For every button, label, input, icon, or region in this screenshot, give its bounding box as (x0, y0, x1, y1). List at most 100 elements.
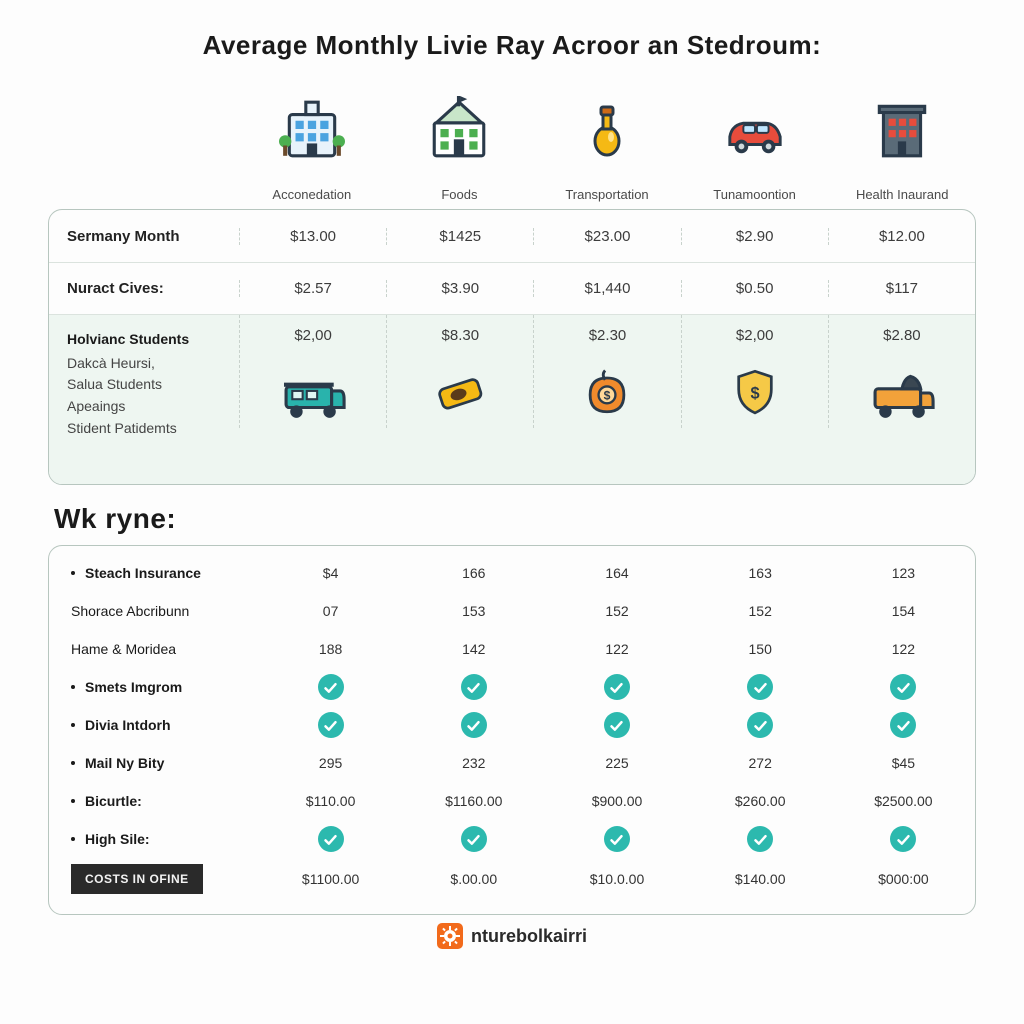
cell: 142 (402, 641, 545, 657)
cell: $3.90 (386, 280, 533, 297)
cell: 163 (689, 565, 832, 581)
check-icon (318, 826, 344, 852)
cell (832, 712, 975, 738)
shield-dollar-icon (726, 358, 784, 428)
cell (259, 826, 402, 852)
cell (689, 712, 832, 738)
cell (545, 712, 688, 738)
table-row: Mail Ny Bity295232225272$45 (49, 744, 975, 782)
band-label: Dakcà Heursi, (67, 353, 231, 375)
cell: $2.57 (239, 280, 386, 297)
cell: 154 (832, 603, 975, 619)
section-title: Wk ryne: (54, 503, 976, 535)
cell (832, 826, 975, 852)
cell: 123 (832, 565, 975, 581)
row-label: Shorace Abcribunn (49, 603, 259, 619)
cell: $140.00 (689, 871, 832, 887)
cell: 295 (259, 755, 402, 771)
check-icon (604, 826, 630, 852)
cell: $12.00 (828, 228, 975, 245)
cell: 07 (259, 603, 402, 619)
row-label: High Sile: (49, 831, 259, 847)
col-header: Tunamoontion (681, 187, 829, 202)
cell: 225 (545, 755, 688, 771)
band-label: Stident Patidemts (67, 418, 231, 440)
cell: $13.00 (239, 228, 386, 245)
check-icon (890, 674, 916, 700)
cell (259, 674, 402, 700)
table-row: Divia Intdorh (49, 706, 975, 744)
cell (545, 674, 688, 700)
cell: $2,00 (294, 327, 332, 344)
row-label: Mail Ny Bity (49, 755, 259, 771)
cell: $117 (828, 280, 975, 297)
costs-button[interactable]: COSTS IN OFINE (71, 864, 203, 894)
band-labels: Holvianc Students Dakcà Heursi, Salua St… (49, 315, 239, 453)
row-label: Smets Imgrom (49, 679, 259, 695)
row-label: Divia Intdorh (49, 717, 259, 733)
cell: 272 (689, 755, 832, 771)
cell: $1160.00 (402, 793, 545, 809)
table-row: High Sile: (49, 820, 975, 858)
table-row: Steach Insurance$4166164163123 (49, 554, 975, 592)
col-header: Transportation (533, 187, 681, 202)
check-icon (461, 674, 487, 700)
band-label: Salua Students (67, 374, 231, 396)
cell (259, 712, 402, 738)
row-label: Hame & Moridea (49, 641, 259, 657)
check-icon (604, 712, 630, 738)
table-row: Sermany Month $13.00 $1425 $23.00 $2.90 … (49, 210, 975, 262)
cell: 122 (832, 641, 975, 657)
brand-name: nturebolkairri (471, 926, 587, 947)
col-header: Foods (386, 187, 534, 202)
cell: $000:00 (832, 871, 975, 887)
cell (545, 826, 688, 852)
cell (402, 826, 545, 852)
costs-button-cell: COSTS IN OFINE (49, 864, 259, 894)
table-row: Hame & Moridea188142122150122 (49, 630, 975, 668)
tuition-icon (681, 79, 829, 179)
check-icon (318, 674, 344, 700)
cell: $2,00 (736, 327, 774, 344)
band-label: Holvianc Students (67, 329, 231, 351)
check-icon (890, 826, 916, 852)
check-icon (461, 826, 487, 852)
check-icon (890, 712, 916, 738)
cell: $8.30 (442, 327, 480, 344)
cell: $260.00 (689, 793, 832, 809)
check-icon (318, 712, 344, 738)
page-title: Average Monthly Livie Ray Acroor an Sted… (48, 30, 976, 61)
brand-footer: nturebolkairri (48, 923, 976, 949)
cell: $1,440 (533, 280, 680, 297)
cell: $4 (259, 565, 402, 581)
bottom-table: Steach Insurance$4166164163123 Shorace Ab… (48, 545, 976, 915)
cell: 164 (545, 565, 688, 581)
col-header: Health Inaurand (828, 187, 976, 202)
cell (832, 674, 975, 700)
van-icon (274, 358, 352, 428)
category-icons (48, 79, 976, 179)
cell: $2.90 (681, 228, 828, 245)
band-label: Apeaings (67, 396, 231, 418)
category-headers: Acconedation Foods Transportation Tunamo… (48, 179, 976, 209)
brand-badge-icon (437, 923, 463, 949)
accommodation-icon (238, 79, 386, 179)
cell: $2500.00 (832, 793, 975, 809)
cell: 153 (402, 603, 545, 619)
table-row: Nuract Cives: $2.57 $3.90 $1,440 $0.50 $… (49, 262, 975, 314)
cell: $900.00 (545, 793, 688, 809)
transportation-icon (533, 79, 681, 179)
table-row: Smets Imgrom (49, 668, 975, 706)
cell: $1425 (386, 228, 533, 245)
cell: $110.00 (259, 793, 402, 809)
cell: $.00.00 (402, 871, 545, 887)
van-orange-icon (862, 358, 942, 428)
cell: $0.50 (681, 280, 828, 297)
check-icon (461, 712, 487, 738)
cell: $23.00 (533, 228, 680, 245)
row-label: Nuract Cives: (49, 280, 239, 297)
row-label: Sermany Month (49, 228, 239, 245)
cell: $2.30 (589, 327, 627, 344)
cell: $45 (832, 755, 975, 771)
cell (402, 712, 545, 738)
